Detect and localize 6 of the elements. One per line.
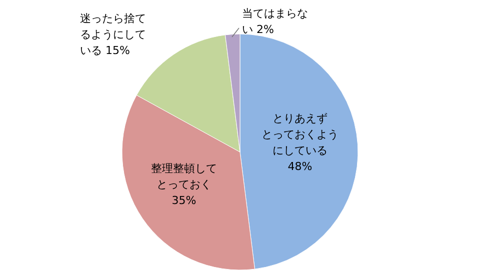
slice-label: とりあえずとっておくようにしている	[262, 112, 338, 157]
slice-label: 当てはまらない 2%	[242, 7, 308, 36]
data-label: 35%	[172, 194, 196, 207]
slice-label: 迷ったら捨てるようにしている 15%	[80, 12, 146, 57]
data-label: 48%	[288, 160, 312, 173]
slice-label: 整理整頓してとっておく	[151, 162, 217, 191]
